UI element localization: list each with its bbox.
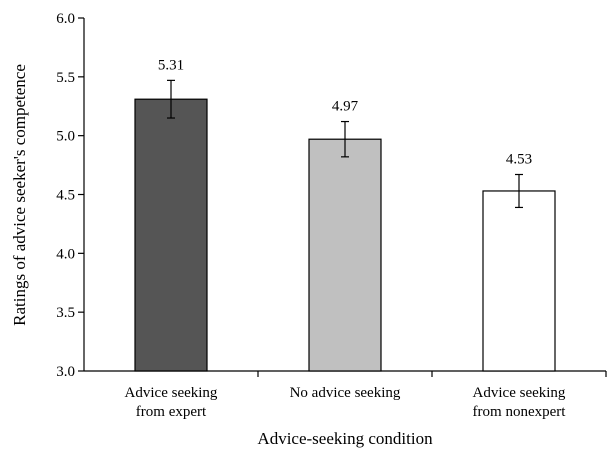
value-label: 4.53 [506,151,532,167]
x-ticks [257,371,607,377]
value-label: 4.97 [332,99,359,115]
category-label: from expert [136,404,207,420]
category-label: Advice seeking [473,385,566,401]
category-label: No advice seeking [290,385,401,401]
value-label: 5.31 [158,57,184,73]
x-axis-title: Advice-seeking condition [257,429,433,448]
bar [308,138,382,372]
value-labels: 5.31 4.97 4.53 [158,57,532,167]
category-labels: Advice seeking from expert No advice seeki… [125,385,567,420]
y-tick-label: 6.0 [56,11,75,27]
category-label: from nonexpert [473,404,567,420]
error-bars [167,79,523,209]
bars [134,98,556,372]
bar [482,190,556,372]
y-tick-label: 5.5 [56,70,75,86]
y-tick-label: 5.0 [56,129,75,145]
y-tick-label: 4.5 [56,188,75,204]
category-label: Advice seeking [125,385,218,401]
y-tick-label: 3.0 [56,364,75,380]
bar [134,98,208,372]
y-ticks: 3.0 3.5 4.0 4.5 5.0 5.5 6.0 [56,11,84,380]
y-tick-label: 3.5 [56,305,75,321]
y-tick-label: 4.0 [56,246,75,262]
y-axis-title: Ratings of advice seeker's competence [10,64,29,326]
